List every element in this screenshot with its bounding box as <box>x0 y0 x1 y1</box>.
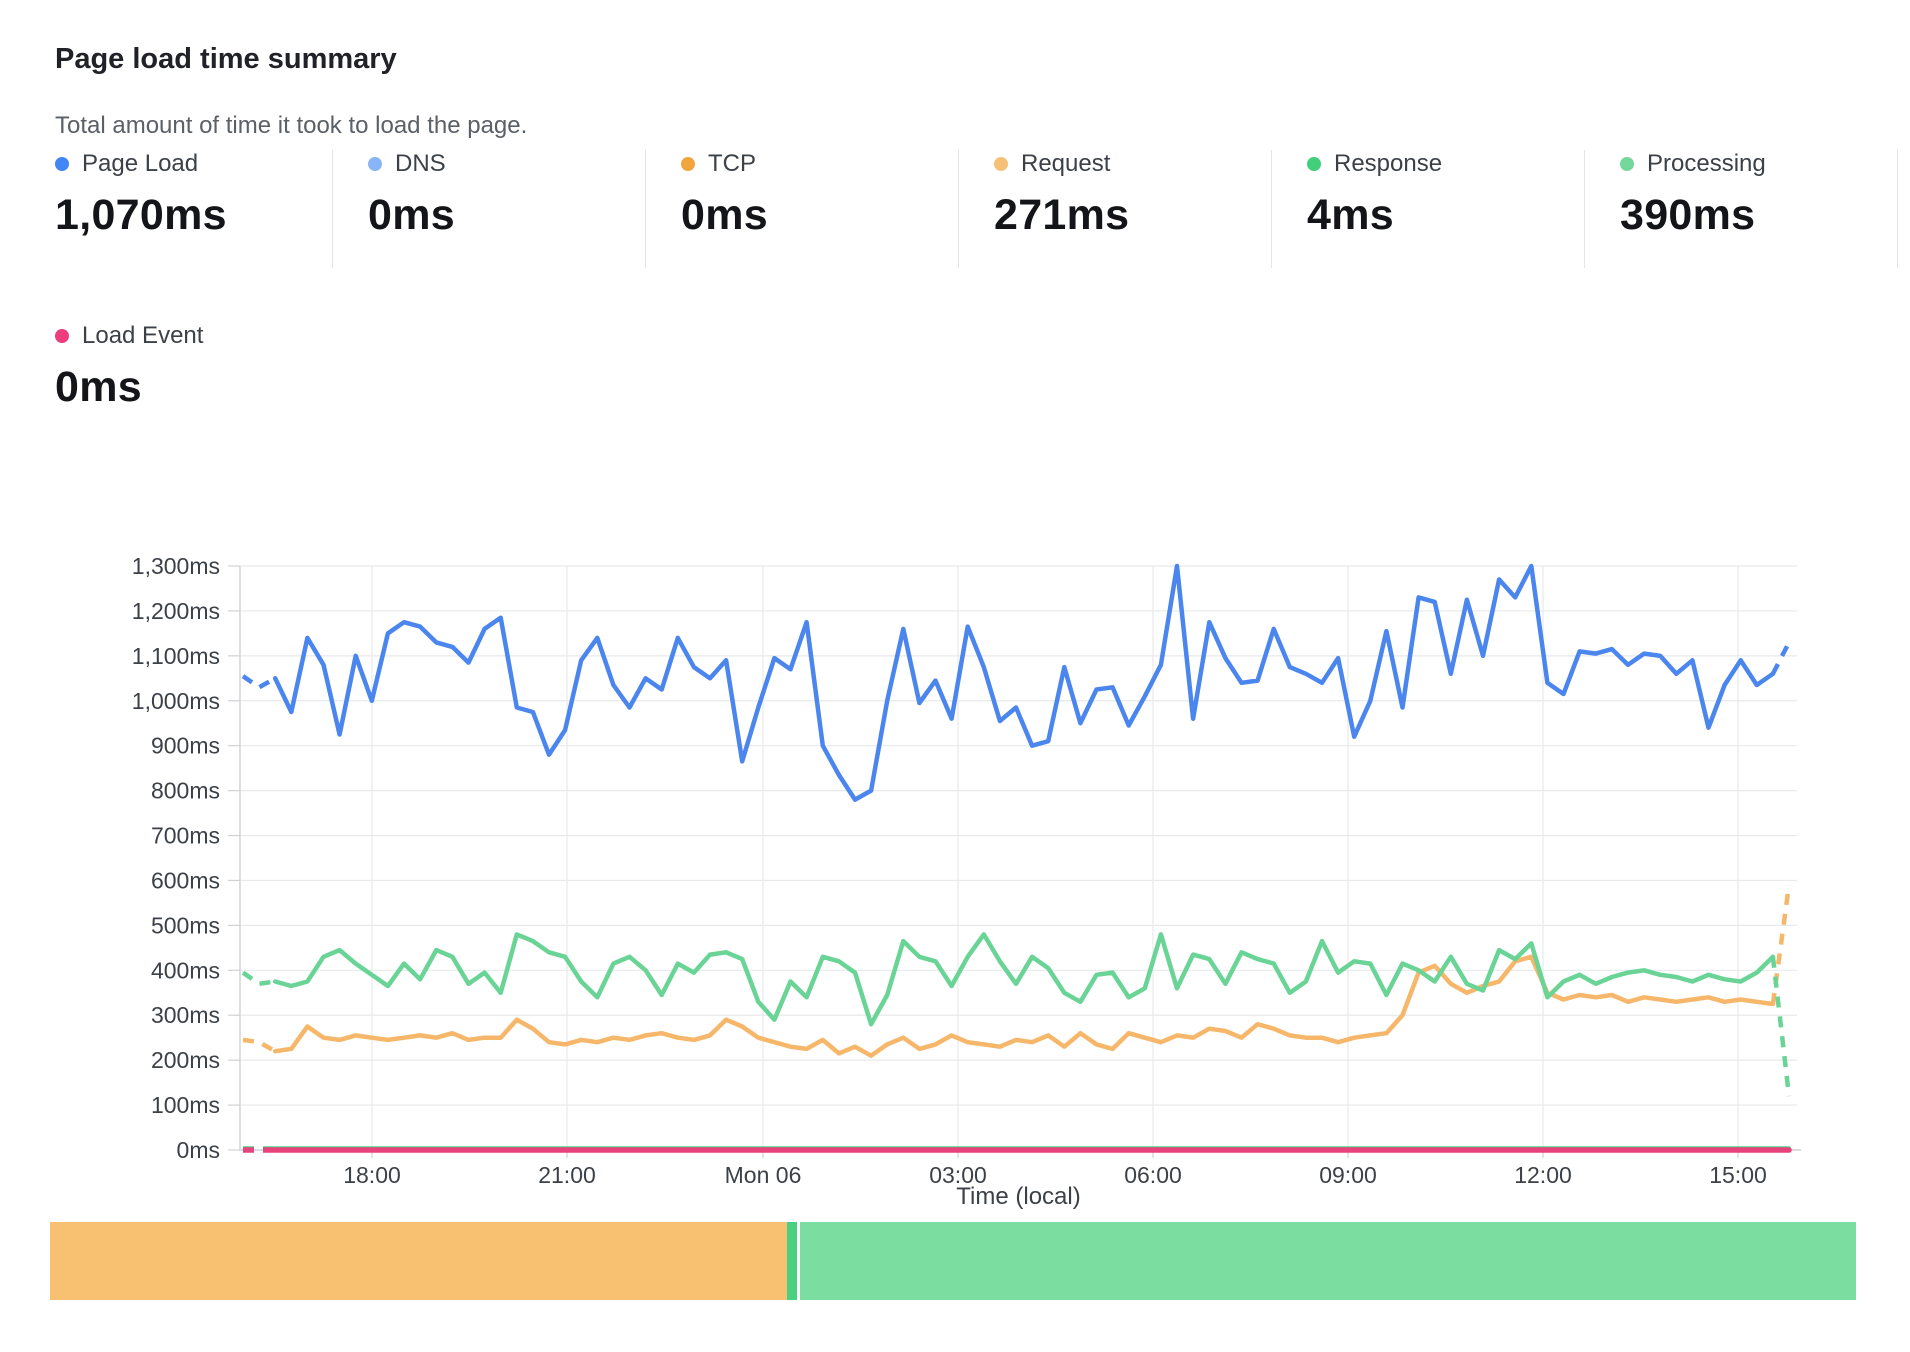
x-tick-label: 09:00 <box>1319 1162 1377 1188</box>
y-tick-label: 300ms <box>151 1002 220 1028</box>
x-axis-title: Time (local) <box>956 1183 1080 1210</box>
stat-value: 390ms <box>1620 191 1756 239</box>
x-tick-label: 06:00 <box>1124 1162 1182 1188</box>
legend-dot-icon <box>1620 157 1634 171</box>
series-page-load-tail <box>1770 641 1792 675</box>
share-divider <box>786 1222 797 1300</box>
page-title: Page load time summary <box>55 43 397 76</box>
series-page-load-lead <box>241 674 277 690</box>
stat-label: TCP <box>708 150 756 177</box>
legend-dot-icon <box>994 157 1008 171</box>
stat-label: Response <box>1334 150 1443 177</box>
timing-share-bar <box>50 1222 1856 1300</box>
x-tick-label: 12:00 <box>1514 1162 1572 1188</box>
y-tick-label: 100ms <box>151 1092 220 1118</box>
stat-load-event: Load Event 0ms <box>55 322 332 440</box>
stat-label: DNS <box>395 150 446 177</box>
y-tick-label: 1,100ms <box>132 643 220 669</box>
stat-request: Request 271ms <box>994 150 1272 268</box>
series-processing <box>272 932 1776 1027</box>
series-page-load <box>272 563 1776 802</box>
summary-stats-row-2: Load Event 0ms <box>55 322 367 440</box>
legend-dot-icon <box>1307 157 1321 171</box>
stat-label: Processing <box>1647 150 1766 177</box>
stat-dns: DNS 0ms <box>368 150 646 268</box>
request-share[interactable] <box>50 1222 787 1300</box>
series-processing-lead <box>241 970 276 987</box>
page-subtitle: Total amount of time it took to load the… <box>55 112 528 139</box>
series-request <box>272 954 1776 1058</box>
y-tick-label: 900ms <box>151 733 220 759</box>
y-tick-label: 0ms <box>177 1137 220 1163</box>
stat-processing: Processing 390ms <box>1620 150 1898 268</box>
y-tick-label: 1,300ms <box>132 553 220 579</box>
x-tick-label: Mon 06 <box>725 1162 802 1188</box>
stat-tcp: TCP 0ms <box>681 150 959 268</box>
stat-value: 271ms <box>994 191 1130 239</box>
x-tick-label: 15:00 <box>1709 1162 1767 1188</box>
processing-share[interactable] <box>799 1222 1856 1300</box>
y-tick-label: 500ms <box>151 912 220 938</box>
stat-response: Response 4ms <box>1307 150 1585 268</box>
stat-value: 0ms <box>55 363 142 411</box>
stat-value: 4ms <box>1307 191 1394 239</box>
legend-dot-icon <box>368 157 382 171</box>
x-tick-label: 21:00 <box>538 1162 596 1188</box>
stat-label: Load Event <box>82 322 204 349</box>
summary-stats-row: Page Load 1,070ms DNS 0ms TCP 0ms Request 271ms… <box>55 150 1910 268</box>
y-tick-label: 700ms <box>151 823 220 849</box>
y-tick-label: 600ms <box>151 867 220 893</box>
legend-dot-icon <box>55 157 69 171</box>
series-processing-tail <box>1770 956 1792 1097</box>
series-request-lead <box>242 1037 277 1054</box>
x-tick-label: 18:00 <box>343 1162 401 1188</box>
stat-label: Request <box>1021 150 1111 177</box>
stat-value: 0ms <box>368 191 455 239</box>
y-tick-label: 800ms <box>151 778 220 804</box>
y-tick-label: 400ms <box>151 957 220 983</box>
stat-value: 1,070ms <box>55 191 227 239</box>
stat-page-load: Page Load 1,070ms <box>55 150 333 268</box>
y-tick-label: 1,200ms <box>132 598 220 624</box>
stat-value: 0ms <box>681 191 768 239</box>
stat-label: Page Load <box>82 150 199 177</box>
y-tick-label: 200ms <box>151 1047 220 1073</box>
legend-dot-icon <box>55 329 69 343</box>
share-gap <box>796 1222 800 1300</box>
y-tick-label: 1,000ms <box>132 688 220 714</box>
legend-dot-icon <box>681 157 695 171</box>
x-tick-label: 03:00 <box>929 1162 987 1188</box>
